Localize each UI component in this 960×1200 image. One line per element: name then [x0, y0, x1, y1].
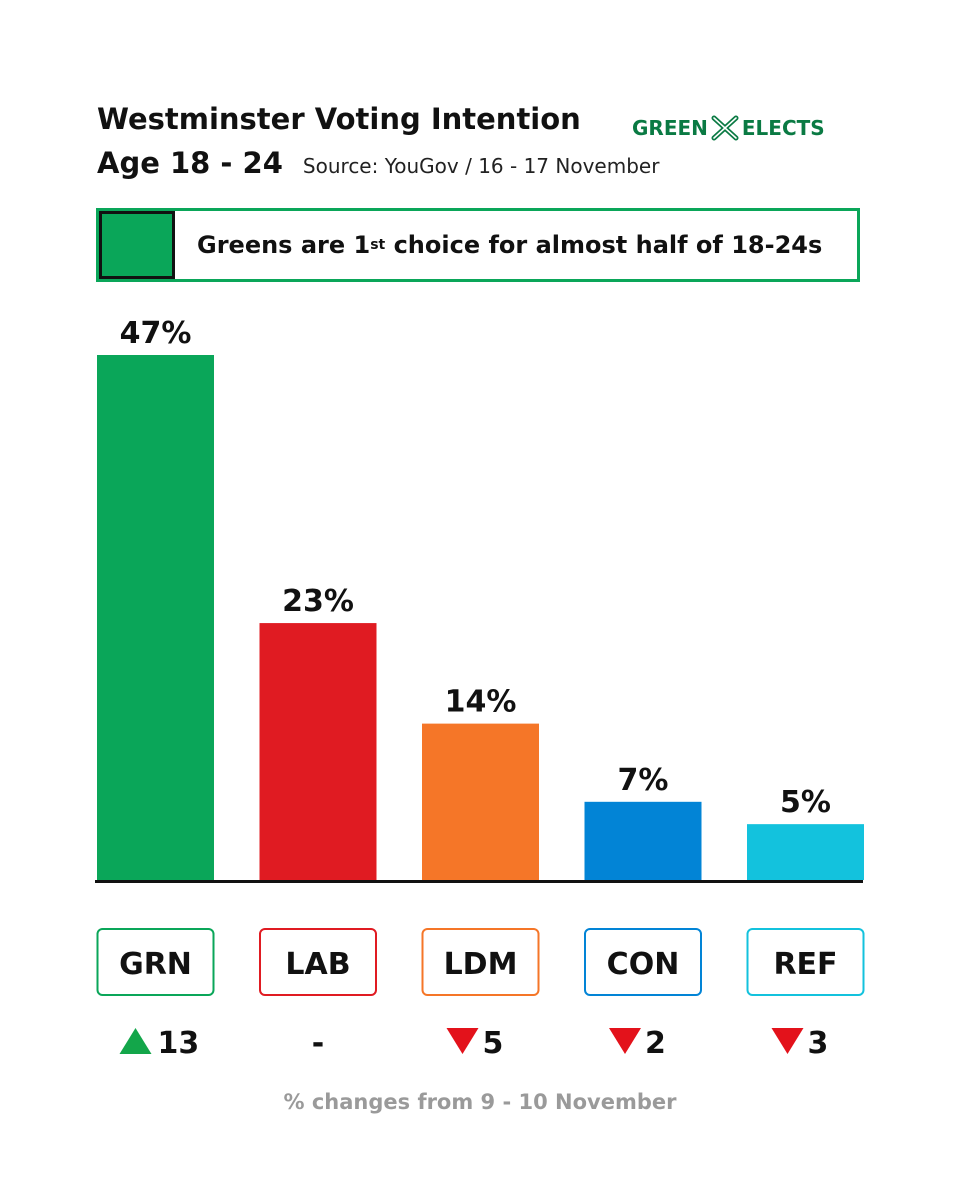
value-label-ref: 5% — [780, 785, 831, 820]
change-value-ldm: 5 — [483, 1026, 504, 1061]
bar-con — [584, 801, 702, 880]
change-value-con: 2 — [645, 1026, 666, 1061]
party-label-ldm: LDM — [444, 947, 518, 982]
change-value-grn: 13 — [158, 1026, 200, 1061]
change-down-icon-con — [609, 1028, 641, 1054]
party-label-ref: REF — [773, 947, 837, 982]
age-group: Age 18 - 24 — [97, 146, 283, 180]
change-value-ref: 3 — [808, 1026, 829, 1061]
value-label-grn: 47% — [120, 316, 192, 351]
subtitle-row: Age 18 - 24 Source: YouGov / 16 - 17 Nov… — [97, 146, 659, 180]
party-box-ldm — [421, 928, 540, 996]
value-label-con: 7% — [618, 763, 669, 798]
headline-swatch — [99, 211, 175, 279]
bar-lab — [259, 623, 377, 880]
change-value-lab: - — [312, 1026, 324, 1061]
change-down-icon-ref — [771, 1028, 804, 1054]
value-label-ldm: 14% — [445, 685, 517, 720]
party-label-lab: LAB — [285, 947, 350, 982]
bar-chart: 47% GRN 13 23% LAB - 14% LDM 5 7% CON 2 5% REF 3 — [95, 316, 865, 1061]
logo-text-green: GREEN — [632, 116, 708, 140]
party-box-grn — [96, 928, 215, 996]
change-up-icon-grn — [119, 1028, 152, 1054]
party-box-con — [584, 928, 702, 996]
source-text: Source: YouGov / 16 - 17 November — [302, 154, 660, 178]
value-label-lab: 23% — [282, 584, 354, 619]
chart-title: Westminster Voting Intention — [97, 102, 581, 136]
bar-grn — [97, 355, 214, 880]
party-label-grn: GRN — [119, 947, 192, 982]
headline-text-before: Greens are 1 — [197, 231, 371, 259]
party-label-con: CON — [607, 947, 680, 982]
logo-cross-icon — [711, 115, 739, 141]
change-down-icon-ldm — [446, 1028, 479, 1054]
bar-ldm — [422, 723, 539, 880]
logo-text-elects: ELECTS — [741, 116, 825, 140]
headline-text-after: choice for almost half of 18-24s — [385, 231, 823, 259]
party-box-lab — [259, 928, 377, 996]
bar-ref — [747, 824, 864, 880]
green-elects-logo: GREEN ELECTS — [632, 115, 825, 141]
changes-footnote: % changes from 9 - 10 November — [283, 1090, 677, 1114]
party-box-ref — [746, 928, 865, 996]
